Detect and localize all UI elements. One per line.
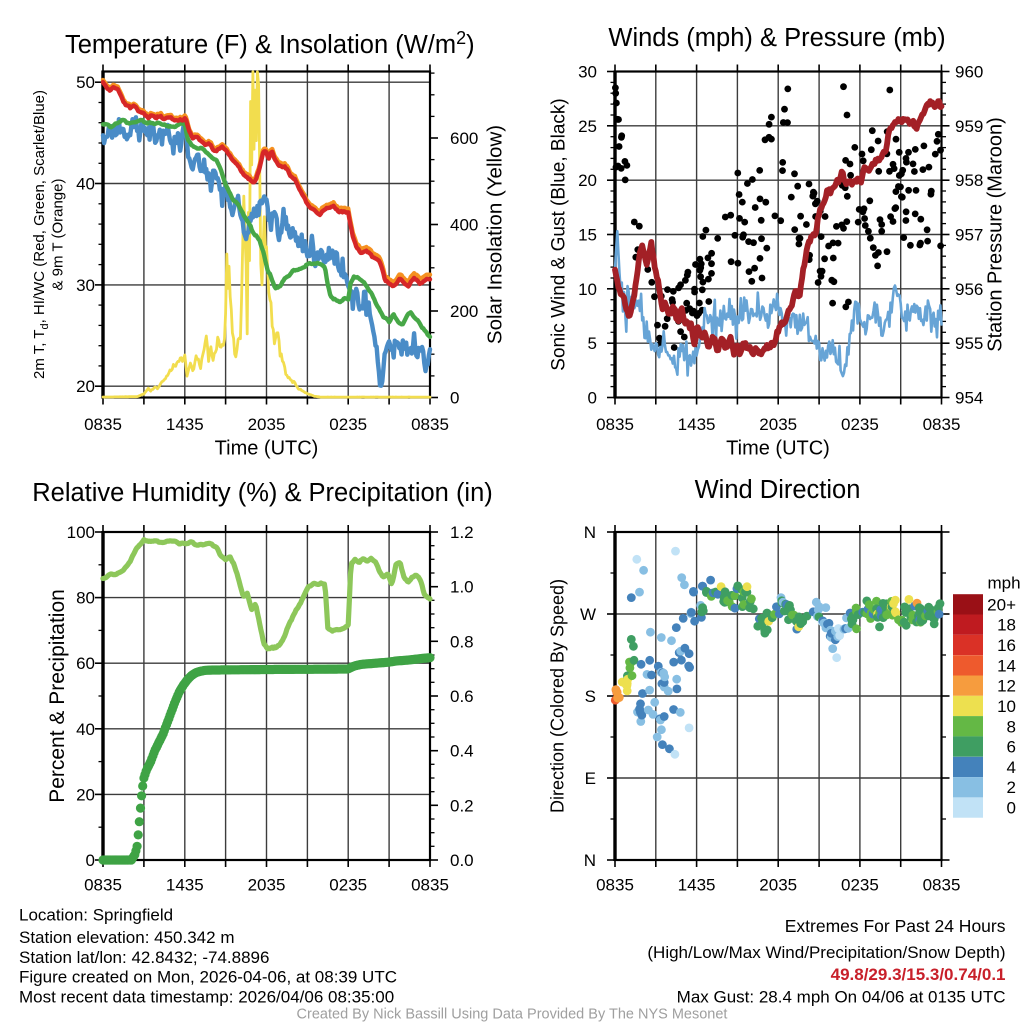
svg-text:0835: 0835 [84,415,122,434]
svg-text:958: 958 [955,171,983,190]
svg-text:40: 40 [76,720,95,739]
svg-text:20: 20 [76,785,95,804]
svg-text:1.0: 1.0 [450,578,474,597]
svg-text:0835: 0835 [596,415,634,434]
svg-text:60: 60 [76,654,95,673]
svg-text:Most recent data timestamp: 20: Most recent data timestamp: 2026/04/06 0… [19,987,394,1006]
svg-text:49.8/29.3/15.3/0.74/0.1: 49.8/29.3/15.3/0.74/0.1 [831,965,1006,984]
svg-text:959: 959 [955,117,983,136]
svg-text:0.4: 0.4 [450,742,474,761]
svg-text:955: 955 [955,334,983,353]
svg-text:Solar Insolation (Yellow): Solar Insolation (Yellow) [484,125,507,344]
svg-text:Time (UTC): Time (UTC) [726,438,830,460]
svg-text:0835: 0835 [923,415,961,434]
svg-text:2m T, Td, HI/WC (Red, Green, S: 2m T, Td, HI/WC (Red, Green, Scarlet/Blu… [31,90,51,379]
svg-text:0235: 0235 [841,876,879,895]
svg-text:0.8: 0.8 [450,632,474,651]
svg-text:100: 100 [67,523,95,542]
svg-text:(High/Low/Max Wind/Precipitati: (High/Low/Max Wind/Precipitation/Snow De… [647,943,1005,962]
svg-text:Time (UTC): Time (UTC) [215,438,319,460]
svg-text:50: 50 [76,73,95,92]
svg-text:0: 0 [588,389,597,408]
svg-text:Relative Humidity (%) & Precip: Relative Humidity (%) & Precipitation (i… [32,479,493,507]
svg-text:10: 10 [578,280,597,299]
svg-text:Station elevation: 450.342 m: Station elevation: 450.342 m [19,928,234,947]
svg-text:S: S [585,687,596,706]
svg-text:Temperature (F) & Insolation (: Temperature (F) & Insolation (W/m2) [65,28,475,59]
svg-text:400: 400 [450,216,478,235]
svg-text:Extremes For Past 24 Hours: Extremes For Past 24 Hours [785,916,1006,936]
svg-text:25: 25 [578,117,597,136]
svg-text:0835: 0835 [84,876,122,895]
svg-text:& 9m T (Orange): & 9m T (Orange) [50,179,67,291]
svg-text:16: 16 [997,636,1016,655]
svg-text:30: 30 [578,63,597,82]
svg-text:0835: 0835 [411,415,449,434]
svg-text:Max Gust: 28.4 mph On 04/06 at: Max Gust: 28.4 mph On 04/06 at 0135 UTC [677,988,1006,1007]
svg-text:18: 18 [997,616,1016,635]
svg-text:0: 0 [450,389,459,408]
svg-text:600: 600 [450,129,478,148]
svg-text:Station Pressure (Maroon): Station Pressure (Maroon) [985,117,1007,352]
svg-text:Station lat/lon: 42.8432; -74.: Station lat/lon: 42.8432; -74.8896 [19,948,269,967]
svg-text:E: E [585,769,596,788]
svg-text:1435: 1435 [678,415,716,434]
svg-text:0.6: 0.6 [450,687,474,706]
svg-text:40: 40 [76,175,95,194]
svg-text:0: 0 [86,851,95,870]
svg-text:8: 8 [1007,717,1016,736]
svg-text:Figure created on Mon, 2026-04: Figure created on Mon, 2026-04-06, at 08… [19,968,397,987]
svg-text:2035: 2035 [248,415,286,434]
svg-text:14: 14 [997,656,1016,675]
svg-text:Direction (Colored By Speed): Direction (Colored By Speed) [548,579,568,813]
svg-text:0.2: 0.2 [450,796,474,815]
svg-text:954: 954 [955,389,983,408]
svg-text:20+: 20+ [987,595,1016,614]
svg-text:0235: 0235 [329,876,367,895]
svg-text:1435: 1435 [166,415,204,434]
svg-text:0835: 0835 [596,876,634,895]
svg-text:12: 12 [997,677,1016,696]
svg-text:0.0: 0.0 [450,851,474,870]
svg-text:0235: 0235 [329,415,367,434]
svg-text:Wind Direction: Wind Direction [695,476,861,504]
svg-text:Created By Nick Bassill Using: Created By Nick Bassill Using Data Provi… [297,1007,728,1023]
svg-text:Percent & Precipitation: Percent & Precipitation [46,589,69,803]
svg-text:0235: 0235 [841,415,879,434]
svg-text:6: 6 [1007,738,1016,757]
svg-text:20: 20 [76,377,95,396]
svg-text:30: 30 [76,276,95,295]
svg-text:2035: 2035 [248,876,286,895]
svg-text:2035: 2035 [759,876,797,895]
svg-text:5: 5 [588,334,597,353]
svg-text:4: 4 [1007,758,1016,777]
svg-text:1435: 1435 [166,876,204,895]
svg-text:0835: 0835 [411,876,449,895]
svg-text:20: 20 [578,171,597,190]
svg-text:mph: mph [987,574,1020,593]
svg-text:0835: 0835 [923,876,961,895]
svg-text:956: 956 [955,280,983,299]
svg-text:N: N [584,523,596,542]
svg-text:0: 0 [1007,799,1016,818]
svg-text:W: W [580,605,596,624]
svg-text:2035: 2035 [759,415,797,434]
svg-text:200: 200 [450,302,478,321]
svg-text:957: 957 [955,226,983,245]
svg-text:Location: Springfield: Location: Springfield [19,906,173,925]
svg-text:80: 80 [76,589,95,608]
svg-text:15: 15 [578,226,597,245]
svg-text:N: N [584,851,596,870]
svg-text:Sonic Wind & Gust (Blue, Black: Sonic Wind & Gust (Blue, Black) [549,98,570,370]
svg-text:2: 2 [1007,778,1016,797]
svg-text:1.2: 1.2 [450,523,474,542]
svg-text:1435: 1435 [678,876,716,895]
svg-text:Winds (mph) & Pressure (mb): Winds (mph) & Pressure (mb) [608,24,945,52]
svg-text:960: 960 [955,63,983,82]
svg-text:10: 10 [997,697,1016,716]
